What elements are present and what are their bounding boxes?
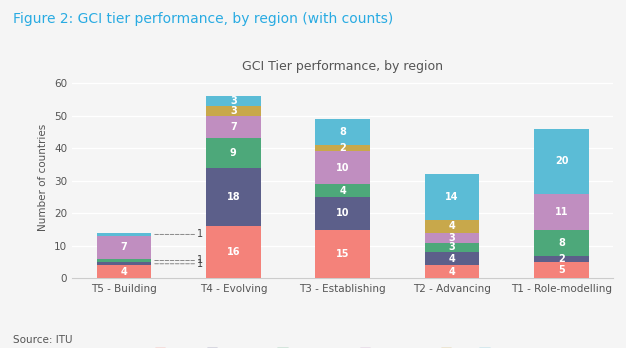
Text: 3: 3 <box>230 106 237 116</box>
Bar <box>425 243 480 252</box>
Bar <box>534 256 589 262</box>
Bar <box>96 262 151 266</box>
Text: 14: 14 <box>445 192 459 202</box>
Bar <box>96 233 151 236</box>
Text: 20: 20 <box>555 156 568 166</box>
Bar <box>316 119 370 145</box>
Text: 7: 7 <box>230 122 237 132</box>
Bar <box>316 184 370 197</box>
Text: 9: 9 <box>230 148 237 158</box>
Text: 4: 4 <box>449 267 456 277</box>
Text: 1: 1 <box>154 229 203 239</box>
Bar <box>96 259 151 262</box>
Text: 4: 4 <box>121 267 127 277</box>
Bar <box>206 168 260 226</box>
Text: Figure 2: GCI tier performance, by region (with counts): Figure 2: GCI tier performance, by regio… <box>13 12 393 26</box>
Text: 7: 7 <box>121 243 127 252</box>
Bar <box>206 116 260 139</box>
Bar <box>206 226 260 278</box>
Legend: Africa, Americas, Arab States, Asia Pacific, CIS, Europe: Africa, Americas, Arab States, Asia Paci… <box>151 344 535 348</box>
Text: 1: 1 <box>154 259 203 269</box>
Bar <box>206 96 260 106</box>
Bar <box>425 252 480 266</box>
Text: 4: 4 <box>449 221 456 231</box>
Text: 1: 1 <box>154 255 203 266</box>
Bar <box>425 233 480 243</box>
Bar <box>316 197 370 230</box>
Bar <box>206 106 260 116</box>
Bar <box>534 262 589 278</box>
Bar <box>316 151 370 184</box>
Bar <box>425 220 480 233</box>
Text: 8: 8 <box>558 238 565 247</box>
Bar <box>425 174 480 220</box>
Bar <box>316 230 370 278</box>
Bar <box>316 145 370 151</box>
Text: 3: 3 <box>449 243 456 252</box>
Bar <box>96 236 151 259</box>
Text: 4: 4 <box>449 254 456 264</box>
Text: 10: 10 <box>336 163 349 173</box>
Text: 4: 4 <box>339 185 346 196</box>
Text: 3: 3 <box>449 233 456 243</box>
Text: 2: 2 <box>339 143 346 153</box>
Title: GCI Tier performance, by region: GCI Tier performance, by region <box>242 60 443 73</box>
Bar <box>534 230 589 256</box>
Text: 16: 16 <box>227 247 240 258</box>
Text: Source: ITU: Source: ITU <box>13 334 72 345</box>
Text: 3: 3 <box>230 96 237 106</box>
Text: 18: 18 <box>227 192 240 202</box>
Text: 2: 2 <box>558 254 565 264</box>
Y-axis label: Number of countries: Number of countries <box>38 124 48 231</box>
Text: 15: 15 <box>336 249 349 259</box>
Bar <box>425 266 480 278</box>
Bar <box>534 194 589 230</box>
Text: 11: 11 <box>555 207 568 217</box>
Text: 10: 10 <box>336 208 349 218</box>
Bar <box>534 129 589 194</box>
Text: 5: 5 <box>558 265 565 275</box>
Text: 8: 8 <box>339 127 346 137</box>
Bar <box>96 266 151 278</box>
Bar <box>206 139 260 168</box>
